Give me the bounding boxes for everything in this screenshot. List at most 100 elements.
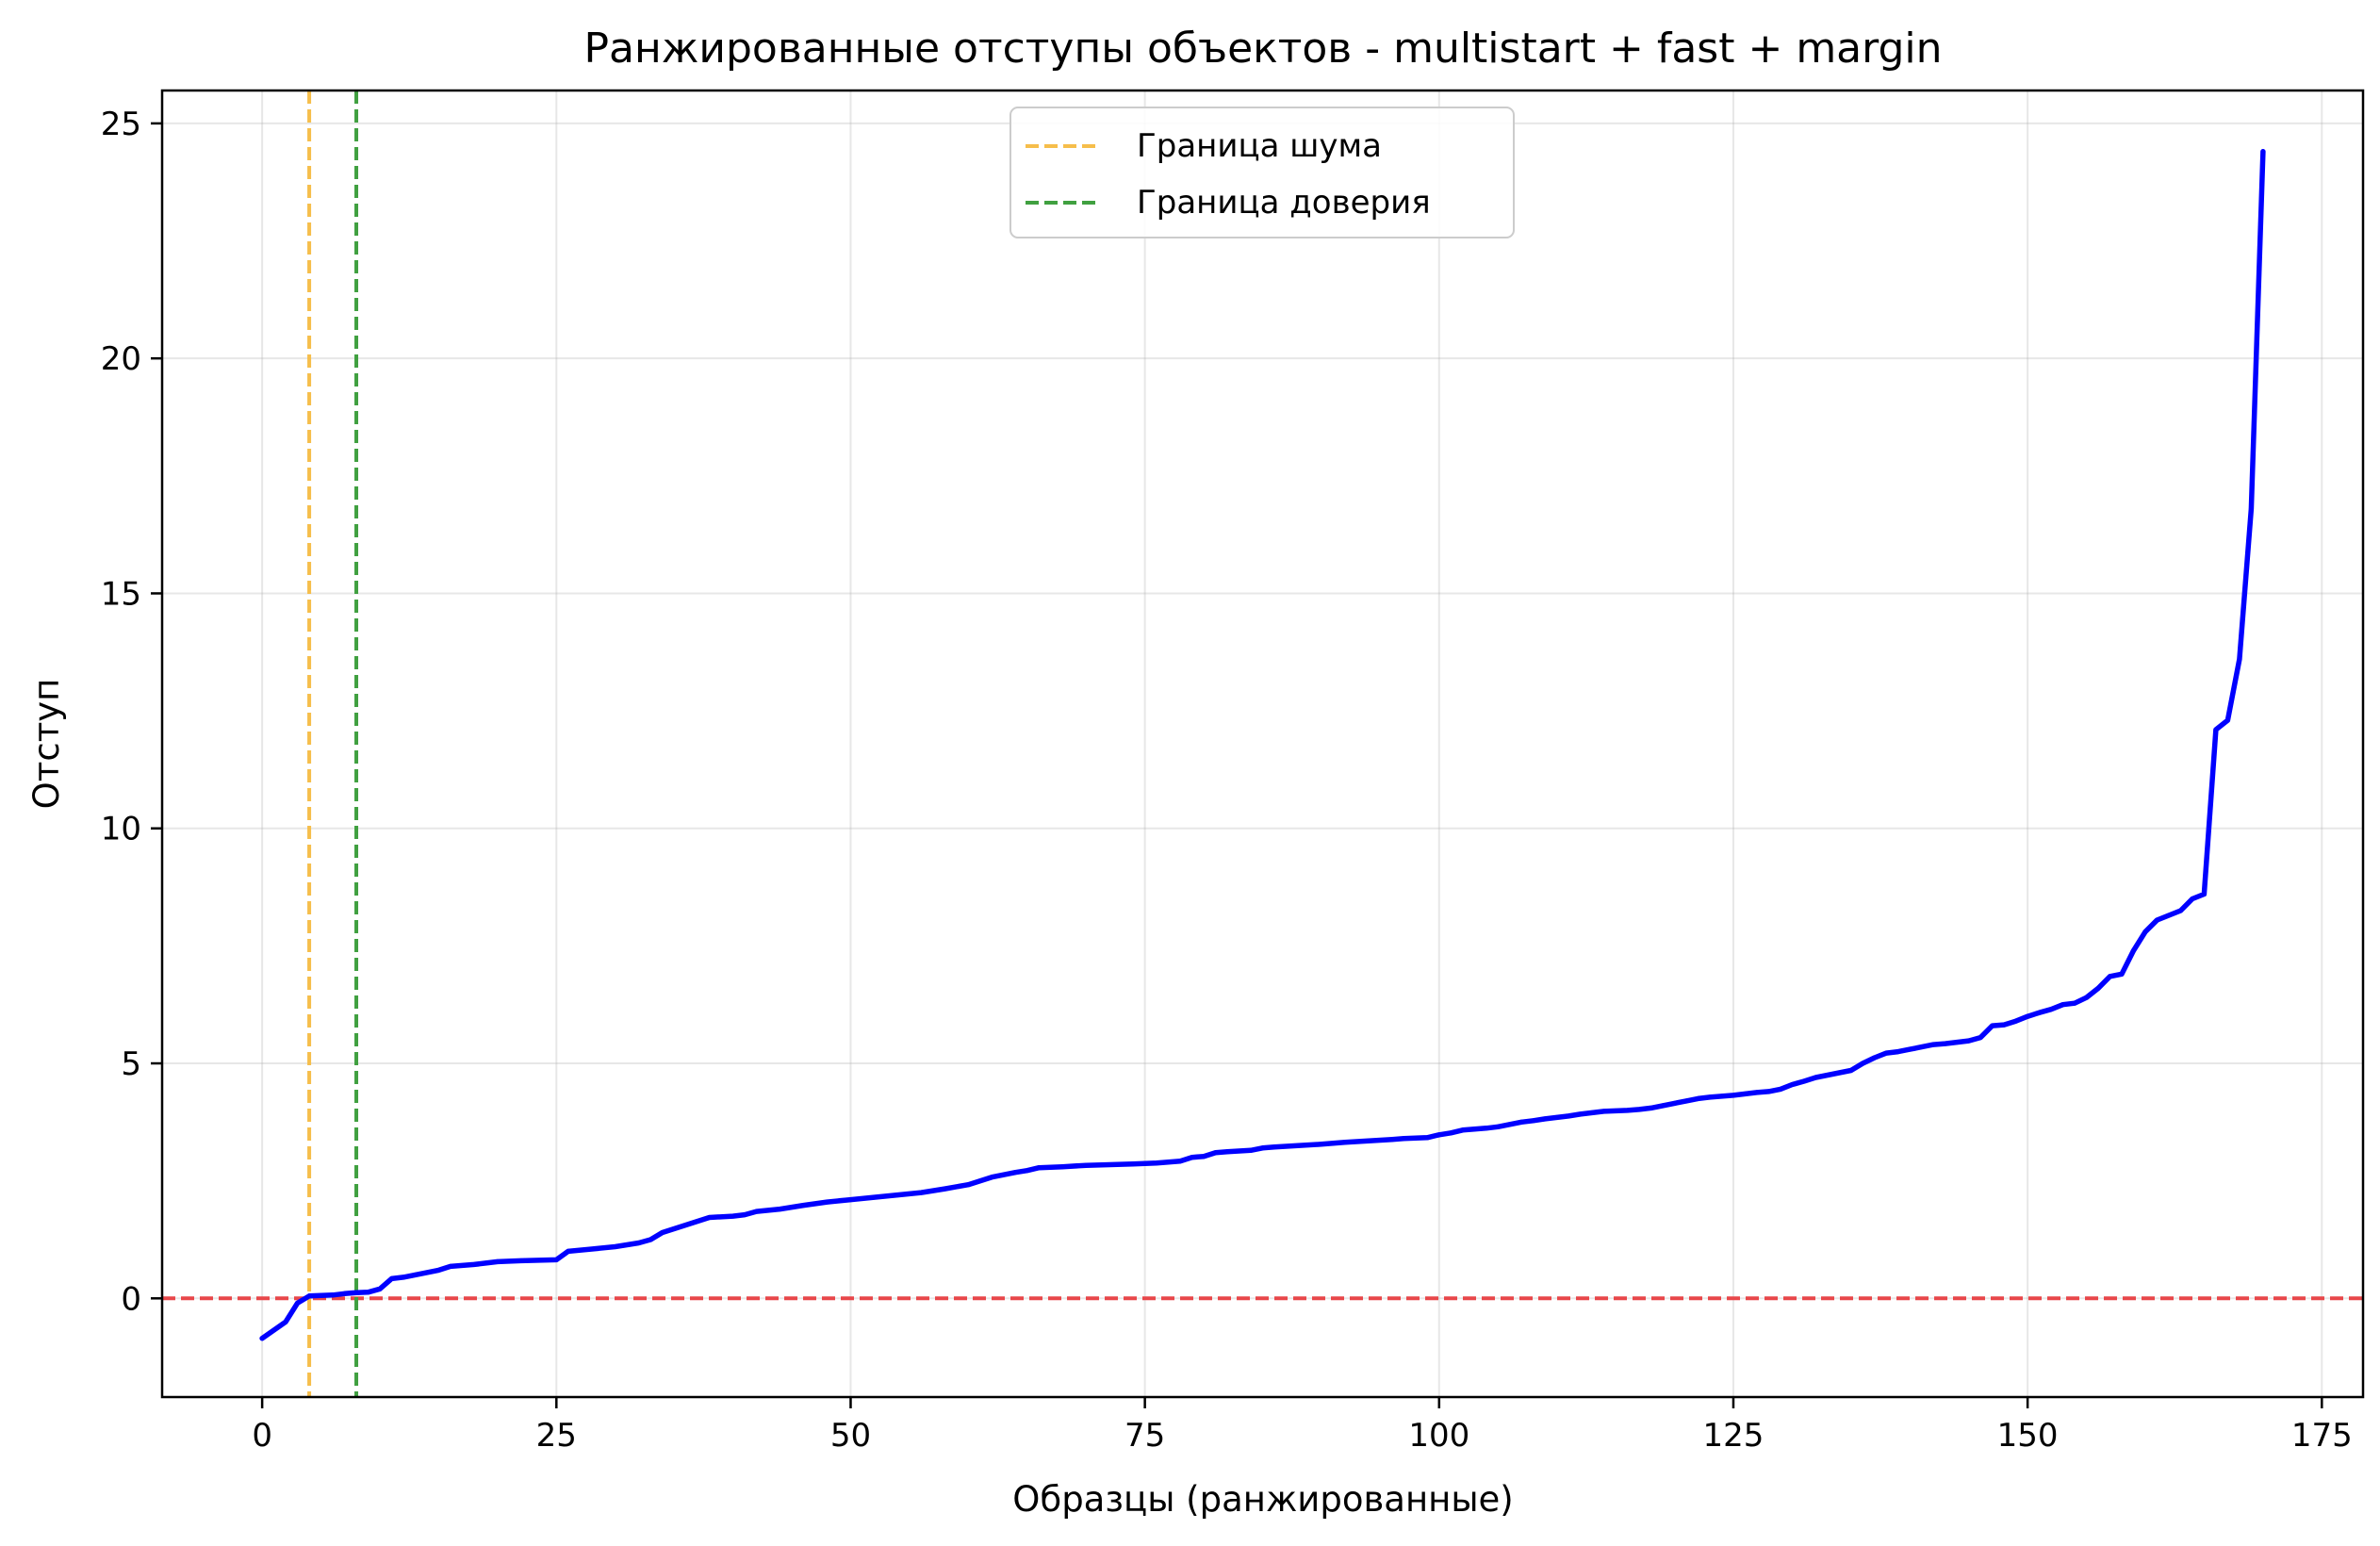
margin-data-point bbox=[2048, 1007, 2054, 1012]
margin-data-point bbox=[1978, 1035, 1983, 1041]
margin-data-point bbox=[1213, 1150, 1219, 1156]
margin-data-point bbox=[754, 1209, 760, 1214]
margin-data-point bbox=[1578, 1111, 1584, 1117]
margin-data-point bbox=[1177, 1159, 1183, 1164]
margin-data-point bbox=[1836, 1070, 1842, 1076]
margin-data-point bbox=[1495, 1124, 1501, 1129]
margin-data-point bbox=[648, 1237, 653, 1242]
margin-data-point bbox=[660, 1230, 665, 1235]
margin-data-point bbox=[2190, 896, 2195, 901]
margin-data-point bbox=[2095, 985, 2101, 991]
margin-data-point bbox=[1154, 1160, 1159, 1166]
margin-data-point bbox=[942, 1186, 947, 1192]
margin-data-point bbox=[295, 1300, 301, 1306]
margin-data-point bbox=[2224, 717, 2230, 723]
x-tick-label: 175 bbox=[2291, 1417, 2353, 1455]
margin-data-point bbox=[353, 1290, 359, 1295]
chart-title: Ранжированные отступы объектов - multist… bbox=[583, 25, 1942, 73]
margin-data-point bbox=[330, 1292, 336, 1298]
margin-data-point bbox=[1954, 1040, 1960, 1045]
margin-data-point bbox=[1342, 1140, 1348, 1145]
margin-data-point bbox=[1224, 1149, 1230, 1155]
margin-data-point bbox=[1448, 1130, 1453, 1136]
margin-data-point bbox=[1907, 1046, 1912, 1052]
margin-data-point bbox=[1719, 1094, 1724, 1099]
margin-data-point bbox=[1389, 1137, 1395, 1143]
margin-data-point bbox=[413, 1272, 418, 1277]
y-tick-label: 15 bbox=[101, 575, 141, 613]
margin-data-point bbox=[1059, 1164, 1065, 1170]
x-tick-label: 50 bbox=[830, 1417, 871, 1455]
y-tick-label: 20 bbox=[101, 340, 141, 378]
margin-data-point bbox=[1660, 1103, 1666, 1109]
margin-data-point bbox=[1589, 1110, 1595, 1115]
margin-data-point bbox=[1883, 1050, 1889, 1056]
margin-data-point bbox=[471, 1261, 477, 1267]
legend-label-noise: Граница шума bbox=[1137, 127, 1382, 165]
margin-data-point bbox=[1778, 1086, 1783, 1092]
margin-data-point bbox=[2155, 917, 2159, 923]
plot-frame bbox=[160, 89, 2365, 1399]
margin-data-point bbox=[1649, 1105, 1654, 1110]
plot-area bbox=[162, 90, 2363, 1397]
margin-data-point bbox=[1990, 1023, 1995, 1028]
margin-data-point bbox=[566, 1248, 571, 1254]
margin-data-point bbox=[1424, 1135, 1430, 1141]
margin-data-point bbox=[1789, 1082, 1795, 1087]
margin-data-point bbox=[1696, 1095, 1700, 1101]
margin-data-point bbox=[1295, 1143, 1301, 1148]
margin-data-point bbox=[1613, 1108, 1618, 1113]
margin-data-point bbox=[2119, 971, 2125, 977]
margin-data-point bbox=[977, 1178, 983, 1184]
margin-data-point bbox=[342, 1291, 347, 1296]
margin-data-point bbox=[319, 1292, 324, 1298]
margin-data-point bbox=[259, 1336, 265, 1341]
margin-data-point bbox=[848, 1197, 853, 1203]
margin-data-point bbox=[1625, 1108, 1631, 1113]
margin-data-point bbox=[1872, 1055, 1878, 1061]
margin-data-point bbox=[871, 1194, 877, 1200]
margin-data-point bbox=[1743, 1091, 1748, 1096]
margin-data-point bbox=[730, 1213, 736, 1219]
margin-data-point bbox=[895, 1192, 900, 1198]
margin-data-point bbox=[2248, 506, 2254, 512]
y-tick-label: 10 bbox=[101, 811, 141, 848]
margin-data-point bbox=[742, 1212, 747, 1218]
margin-data-point bbox=[1554, 1114, 1560, 1120]
margin-data-point bbox=[435, 1267, 441, 1273]
margin-data-point bbox=[1683, 1098, 1689, 1104]
x-tick-label: 75 bbox=[1124, 1417, 1165, 1455]
margin-data-point bbox=[1518, 1119, 1524, 1125]
margin-data-point bbox=[2201, 892, 2207, 896]
margin-data-point bbox=[1366, 1138, 1371, 1143]
margin-data-point bbox=[2142, 929, 2148, 934]
margin-data-point bbox=[2237, 656, 2242, 662]
margin-data-point bbox=[1707, 1094, 1713, 1100]
margin-data-point bbox=[1825, 1073, 1830, 1077]
margin-data-point bbox=[636, 1241, 642, 1245]
legend: Граница шума Граница доверия bbox=[1009, 107, 1515, 238]
margin-data-point bbox=[1966, 1038, 1972, 1044]
margin-data-point bbox=[825, 1199, 829, 1205]
margin-data-point bbox=[1896, 1049, 1901, 1055]
margin-data-point bbox=[1401, 1136, 1406, 1142]
margin-data-point bbox=[989, 1175, 994, 1180]
margin-data-point bbox=[707, 1215, 713, 1220]
margin-data-point bbox=[1754, 1090, 1760, 1095]
margin-data-point bbox=[2013, 1018, 2019, 1024]
x-axis-label: Образцы (ранжированные) bbox=[1012, 1479, 1514, 1520]
margin-data-point bbox=[1272, 1144, 1277, 1150]
y-tick-label: 5 bbox=[121, 1045, 141, 1083]
x-tick-label: 125 bbox=[1703, 1417, 1764, 1455]
margin-data-point bbox=[2166, 913, 2172, 918]
margin-data-point bbox=[553, 1257, 559, 1262]
margin-data-point bbox=[1260, 1145, 1265, 1151]
margin-data-point bbox=[1319, 1142, 1324, 1147]
margin-data-point bbox=[1012, 1170, 1018, 1176]
margin-data-point bbox=[448, 1263, 453, 1269]
x-tick-label: 25 bbox=[536, 1417, 577, 1455]
margin-data-point bbox=[1036, 1165, 1042, 1171]
margin-data-point bbox=[1166, 1160, 1172, 1165]
margin-data-point bbox=[1531, 1118, 1536, 1124]
margin-data-point bbox=[306, 1293, 312, 1299]
